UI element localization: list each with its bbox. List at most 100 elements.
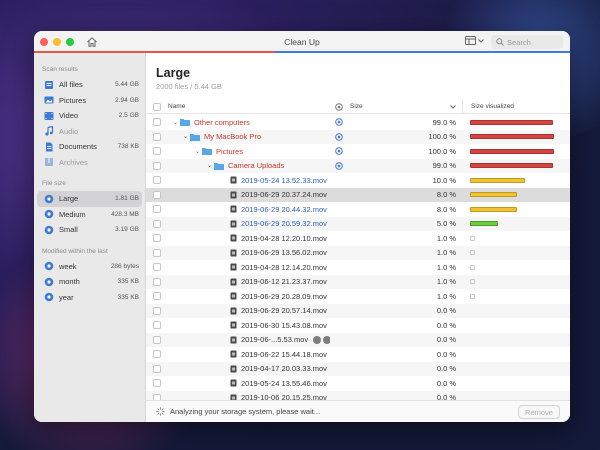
file-name: 2019-05-24 13.55.46.mov [241, 378, 327, 388]
file-name: 2019-04-28 12.20.10.mov [241, 233, 327, 243]
target-icon[interactable] [335, 147, 343, 156]
table-row[interactable]: 2019-05-24 13.52.33.mov 10.0 % [146, 173, 570, 188]
row-checkbox[interactable] [153, 306, 161, 315]
row-checkbox[interactable] [153, 335, 161, 344]
size-percent: 0.0 % [436, 378, 456, 388]
sidebar-item-year[interactable]: year 335 KB [34, 290, 145, 306]
table-row[interactable]: 2019-06-29 20.59.32.mov 5.0 % [146, 216, 570, 231]
sidebar-section-scan-results: Scan results [42, 66, 78, 73]
row-checkbox[interactable] [153, 350, 161, 359]
row-checkbox[interactable] [153, 234, 161, 243]
size-bar [470, 250, 475, 256]
close-button[interactable] [40, 37, 48, 46]
gear-icon [44, 194, 54, 204]
size-percent: 100.0 % [428, 132, 456, 142]
size-bar [470, 221, 498, 227]
row-checkbox[interactable] [153, 147, 161, 156]
sidebar-item-audio[interactable]: Audio [34, 124, 145, 140]
home-icon[interactable] [86, 36, 98, 48]
folder-name: My MacBook Pro [204, 132, 262, 142]
table-row[interactable]: ⌄ Pictures 100.0 % [146, 144, 570, 159]
window-title: Clean Up [284, 36, 320, 47]
column-header-name[interactable]: Name [168, 103, 186, 110]
search-field[interactable] [491, 35, 563, 49]
movie-file-icon [230, 336, 237, 344]
table-row[interactable]: 2019-06-30 15.43.08.mov 0.0 % [146, 318, 570, 333]
table-row[interactable]: 2019-06-29 13.56.02.mov 1.0 % [146, 245, 570, 260]
pictures-icon [44, 96, 54, 104]
sidebar-item-pictures[interactable]: Pictures 2.94 GB [34, 93, 145, 109]
sidebar-item-month[interactable]: month 335 KB [34, 274, 145, 290]
file-name: 2019-06-29 20.37.24.mov [241, 190, 327, 200]
sidebar-item-all-files[interactable]: All files 5.44 GB [34, 77, 145, 93]
row-checkbox[interactable] [153, 176, 161, 185]
table-row[interactable]: 2019-06-29 20.57.14.mov 0.0 % [146, 303, 570, 318]
column-header-size[interactable]: Size [348, 103, 462, 110]
sidebar-item-small[interactable]: Small 3.19 GB [34, 222, 145, 238]
movie-file-icon [230, 379, 237, 387]
view-toggle-icon [465, 36, 476, 45]
minimize-button[interactable] [53, 37, 61, 46]
row-checkbox[interactable] [153, 190, 161, 199]
app-window: Clean Up Scan results All [34, 31, 570, 422]
row-checkbox[interactable] [153, 248, 161, 257]
reveal-in-finder-icon[interactable] [323, 335, 330, 344]
row-checkbox[interactable] [153, 292, 161, 301]
table-row[interactable]: 2019-04-28 12.14.20.mov 1.0 % [146, 260, 570, 275]
row-checkbox[interactable] [153, 263, 161, 272]
gear-icon [44, 209, 54, 219]
size-percent: 0.0 % [436, 306, 456, 316]
row-checkbox[interactable] [153, 277, 161, 286]
spinner-icon [156, 407, 165, 416]
target-icon[interactable] [335, 161, 343, 170]
sidebar-item-week[interactable]: week 286 bytes [34, 259, 145, 275]
size-percent: 10.0 % [432, 175, 456, 185]
file-name: 2019-06-29 20.28.09.mov [241, 291, 327, 301]
row-checkbox[interactable] [153, 219, 161, 228]
table-row[interactable]: 2019-06-29 20.28.09.mov 1.0 % [146, 289, 570, 304]
remove-button[interactable]: Remove [518, 405, 560, 419]
row-checkbox[interactable] [153, 321, 161, 330]
chevron-down-icon[interactable]: ⌄ [182, 134, 189, 141]
table-row[interactable]: 2019-04-28 12.20.10.mov 1.0 % [146, 231, 570, 246]
sidebar-item-archives[interactable]: Archives [34, 155, 145, 171]
size-percent: 99.0 % [432, 161, 456, 171]
chevron-down-icon[interactable]: ⌄ [172, 119, 179, 126]
table-row[interactable]: 2019-06-12 21.23.37.mov 1.0 % [146, 274, 570, 289]
sidebar-item-documents[interactable]: Documents 738 KB [34, 139, 145, 155]
sidebar-item-medium[interactable]: Medium 428.3 MB [34, 207, 145, 223]
table-row[interactable]: 2019-06-29 20.37.24.mov 8.0 % [146, 187, 570, 202]
row-checkbox[interactable] [153, 205, 161, 214]
target-icon[interactable] [335, 118, 343, 127]
table-row[interactable]: 2019-06-29 20.44.32.mov 8.0 % [146, 202, 570, 217]
view-toggle-button[interactable] [465, 36, 484, 45]
sidebar-section-modified: Modified within the last [42, 247, 108, 255]
sidebar-item-large[interactable]: Large 1.81 GB [37, 191, 142, 207]
row-checkbox[interactable] [153, 132, 161, 141]
table-row[interactable]: ⌄ Other computers 99.0 % [146, 115, 570, 130]
chevron-down-icon[interactable]: ⌄ [194, 148, 201, 155]
size-percent: 99.0 % [432, 117, 456, 127]
page-title: Large [156, 66, 191, 80]
sidebar-item-video[interactable]: Video 2.5 GB [34, 108, 145, 124]
table-row[interactable]: 2019-06-22 15.44.18.mov 0.0 % [146, 347, 570, 362]
row-checkbox[interactable] [153, 161, 161, 170]
zoom-button[interactable] [66, 37, 74, 46]
table-row[interactable]: 2019-06-...5.53.mov 0.0 % [146, 332, 570, 347]
row-checkbox[interactable] [153, 364, 161, 373]
quick-look-icon[interactable] [313, 335, 322, 344]
table-row[interactable]: 2019-04-17 20.03.33.mov 0.0 % [146, 361, 570, 376]
target-icon[interactable] [335, 132, 343, 141]
chevron-down-icon[interactable]: ⌄ [206, 163, 213, 170]
table-row[interactable]: ⌄ Camera Uploads 99.0 % [146, 158, 570, 173]
table-row[interactable]: 2019-05-24 13.55.46.mov 0.0 % [146, 376, 570, 391]
size-percent: 1.0 % [436, 262, 456, 272]
search-input[interactable] [507, 37, 559, 47]
select-all-checkbox[interactable] [153, 102, 161, 111]
movie-file-icon [230, 205, 237, 213]
target-icon[interactable] [335, 102, 343, 111]
row-checkbox[interactable] [153, 118, 161, 127]
size-bar [470, 192, 518, 198]
table-row[interactable]: ⌄ My MacBook Pro 100.0 % [146, 129, 570, 144]
row-checkbox[interactable] [153, 379, 161, 388]
